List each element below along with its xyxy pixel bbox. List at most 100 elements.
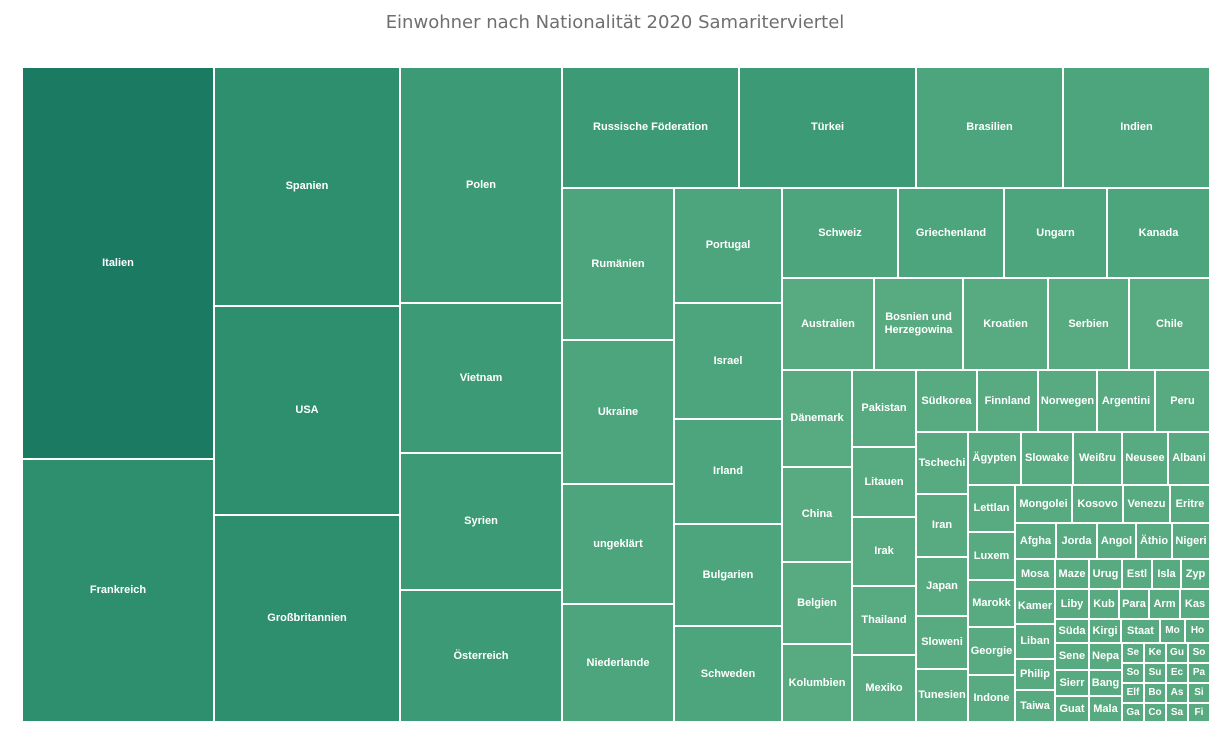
treemap-cell[interactable]: As	[1166, 683, 1188, 703]
treemap-cell[interactable]: Kroatien	[963, 278, 1048, 370]
treemap-cell[interactable]: Liban	[1015, 624, 1055, 659]
treemap-cell[interactable]: Ägypten	[968, 432, 1021, 485]
treemap-cell[interactable]: Peru	[1155, 370, 1210, 432]
treemap-cell[interactable]: Niederlande	[562, 604, 674, 722]
treemap-cell[interactable]: Kamer	[1015, 589, 1055, 624]
treemap-cell[interactable]: Indien	[1063, 67, 1210, 188]
treemap-cell[interactable]: Bosnien und Herzegowina	[874, 278, 963, 370]
treemap-cell[interactable]: Sierr	[1055, 670, 1089, 696]
treemap-cell[interactable]: Maze	[1055, 559, 1089, 589]
treemap-cell[interactable]: Schweiz	[782, 188, 898, 278]
treemap-cell[interactable]: Kosovo	[1072, 485, 1123, 523]
treemap-cell[interactable]: Para	[1119, 589, 1149, 619]
treemap-cell[interactable]: So	[1122, 663, 1144, 683]
treemap-cell[interactable]: Belgien	[782, 562, 852, 644]
treemap-cell[interactable]: Guat	[1055, 696, 1089, 722]
treemap-cell[interactable]: Nepa	[1089, 643, 1122, 670]
treemap-cell[interactable]: ungeklärt	[562, 484, 674, 604]
treemap-cell[interactable]: Eritre	[1170, 485, 1210, 523]
treemap-cell[interactable]: Estl	[1122, 559, 1152, 589]
treemap-cell[interactable]: Jorda	[1056, 523, 1097, 559]
treemap-cell[interactable]: Georgie	[968, 627, 1015, 675]
treemap-cell[interactable]: Irland	[674, 419, 782, 524]
treemap-cell[interactable]: Syrien	[400, 453, 562, 590]
treemap-cell[interactable]: Großbritannien	[214, 515, 400, 722]
treemap-cell[interactable]: Südkorea	[916, 370, 977, 432]
treemap-cell[interactable]: Österreich	[400, 590, 562, 722]
treemap-cell[interactable]: Iran	[916, 494, 968, 557]
treemap-cell[interactable]: Kub	[1089, 589, 1119, 619]
treemap-cell[interactable]: Staat	[1121, 619, 1160, 643]
treemap-cell[interactable]: Kolumbien	[782, 644, 852, 722]
treemap-cell[interactable]: Lettlan	[968, 485, 1015, 532]
treemap-cell[interactable]: Pakistan	[852, 370, 916, 447]
treemap-cell[interactable]: Se	[1122, 643, 1144, 663]
treemap-cell[interactable]: China	[782, 467, 852, 562]
treemap-cell[interactable]: Russische Föderation	[562, 67, 739, 188]
treemap-cell[interactable]: Indone	[968, 675, 1015, 722]
treemap-cell[interactable]: Spanien	[214, 67, 400, 306]
treemap-cell[interactable]: Albani	[1168, 432, 1210, 485]
treemap-cell[interactable]: Israel	[674, 303, 782, 419]
treemap-cell[interactable]: USA	[214, 306, 400, 515]
treemap-cell[interactable]: Sloweni	[916, 616, 968, 669]
treemap-cell[interactable]: Neusee	[1122, 432, 1168, 485]
treemap-cell[interactable]: Argentini	[1097, 370, 1155, 432]
treemap-cell[interactable]: Irak	[852, 517, 916, 586]
treemap-cell[interactable]: Kirgi	[1089, 619, 1121, 643]
treemap-cell[interactable]: Su	[1144, 663, 1166, 683]
treemap-cell[interactable]: Slowake	[1021, 432, 1073, 485]
treemap-cell[interactable]: Vietnam	[400, 303, 562, 453]
treemap-cell[interactable]: Mo	[1160, 619, 1185, 643]
treemap-cell[interactable]: Arm	[1149, 589, 1180, 619]
treemap-cell[interactable]: Schweden	[674, 626, 782, 722]
treemap-cell[interactable]: Nigeri	[1172, 523, 1210, 559]
treemap-cell[interactable]: Kanada	[1107, 188, 1210, 278]
treemap-cell[interactable]: Finnland	[977, 370, 1038, 432]
treemap-cell[interactable]: Chile	[1129, 278, 1210, 370]
treemap-cell[interactable]: Portugal	[674, 188, 782, 303]
treemap-cell[interactable]: Isla	[1152, 559, 1181, 589]
treemap-cell[interactable]: Kas	[1180, 589, 1210, 619]
treemap-cell[interactable]: Gu	[1166, 643, 1188, 663]
treemap-cell[interactable]: Sene	[1055, 643, 1089, 670]
treemap-cell[interactable]: Türkei	[739, 67, 916, 188]
treemap-cell[interactable]: Bo	[1144, 683, 1166, 703]
treemap-cell[interactable]: Polen	[400, 67, 562, 303]
treemap-cell[interactable]: So	[1188, 643, 1210, 663]
treemap-cell[interactable]: Bulgarien	[674, 524, 782, 626]
treemap-cell[interactable]: Thailand	[852, 586, 916, 655]
treemap-cell[interactable]: Marokk	[968, 580, 1015, 627]
treemap-cell[interactable]: Elf	[1122, 683, 1144, 703]
treemap-cell[interactable]: Mongolei	[1015, 485, 1072, 523]
treemap-cell[interactable]: Brasilien	[916, 67, 1063, 188]
treemap-cell[interactable]: Ukraine	[562, 340, 674, 484]
treemap-cell[interactable]: Mexiko	[852, 655, 916, 722]
treemap-cell[interactable]: Italien	[22, 67, 214, 459]
treemap-cell[interactable]: Süda	[1055, 619, 1089, 643]
treemap-cell[interactable]: Zyp	[1181, 559, 1210, 589]
treemap-cell[interactable]: Philip	[1015, 659, 1055, 690]
treemap-cell[interactable]: Litauen	[852, 447, 916, 517]
treemap-cell[interactable]: Weißru	[1073, 432, 1122, 485]
treemap-cell[interactable]: Frankreich	[22, 459, 214, 722]
treemap-cell[interactable]: Ungarn	[1004, 188, 1107, 278]
treemap-cell[interactable]: Luxem	[968, 532, 1015, 580]
treemap-cell[interactable]: Griechenland	[898, 188, 1004, 278]
treemap-cell[interactable]: Serbien	[1048, 278, 1129, 370]
treemap-cell[interactable]: Pa	[1188, 663, 1210, 683]
treemap-cell[interactable]: Ke	[1144, 643, 1166, 663]
treemap-cell[interactable]: Liby	[1055, 589, 1089, 619]
treemap-cell[interactable]: Norwegen	[1038, 370, 1097, 432]
treemap-cell[interactable]: Si	[1188, 683, 1210, 703]
treemap-cell[interactable]: Rumänien	[562, 188, 674, 340]
treemap-cell[interactable]: Venezu	[1123, 485, 1170, 523]
treemap-cell[interactable]: Angol	[1097, 523, 1136, 559]
treemap-cell[interactable]: Taiwa	[1015, 690, 1055, 722]
treemap-cell[interactable]: Urug	[1089, 559, 1122, 589]
treemap-cell[interactable]: Sa	[1166, 703, 1188, 722]
treemap-cell[interactable]: Ho	[1185, 619, 1210, 643]
treemap-cell[interactable]: Dänemark	[782, 370, 852, 467]
treemap-cell[interactable]: Afgha	[1015, 523, 1056, 559]
treemap-cell[interactable]: Tunesien	[916, 669, 968, 722]
